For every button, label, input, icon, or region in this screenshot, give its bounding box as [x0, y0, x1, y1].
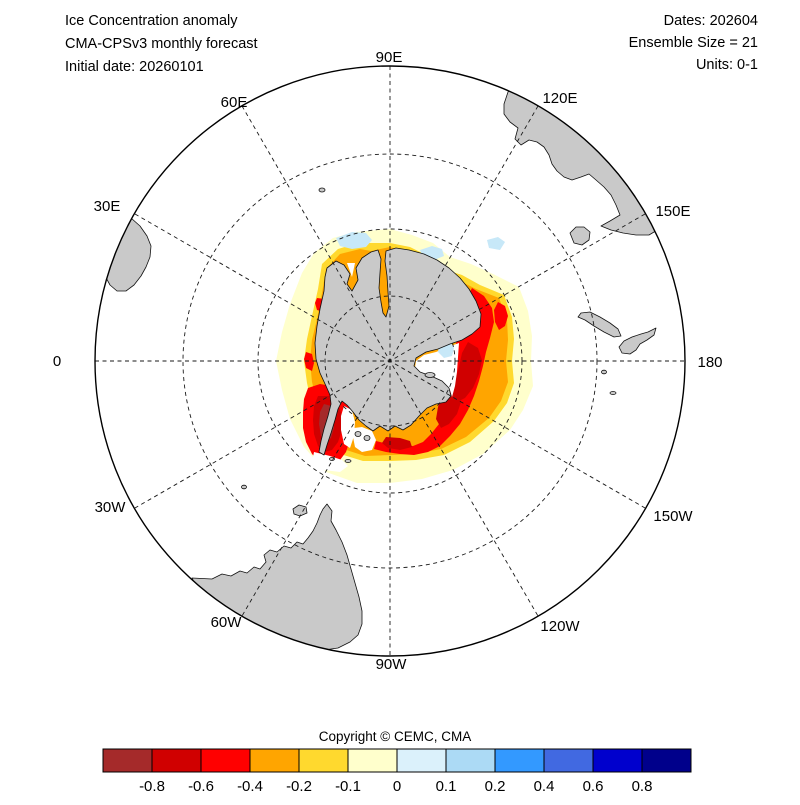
graticule — [95, 66, 685, 656]
lon-label-90e: 90E — [376, 49, 403, 66]
valid-dates-label: Dates: 202604 — [664, 13, 758, 29]
lon-label-30w: 30W — [95, 499, 127, 516]
plot-title: Ice Concentration anomaly — [65, 13, 238, 29]
colorbar-segment — [396, 748, 447, 773]
colorbar-tick: 0 — [393, 778, 401, 795]
colorbar-segment — [445, 748, 496, 773]
new-zealand-north-island — [618, 327, 657, 355]
lon-label-0: 0 — [53, 353, 61, 370]
colorbar-segment — [298, 748, 349, 773]
lon-label-120e: 120E — [542, 90, 577, 107]
colorbar-segment — [543, 748, 594, 773]
colorbar-segment — [151, 748, 202, 773]
map-area — [95, 66, 685, 656]
colorbar-segment — [102, 748, 153, 773]
colorbar-tick: -0.6 — [188, 778, 214, 795]
colorbar: -0.8 -0.6 -0.4 -0.2 -0.1 0 0.1 0.2 0.4 0… — [102, 748, 692, 795]
colorbar-tick: 0.4 — [534, 778, 555, 795]
model-subtitle: CMA-CPSv3 monthly forecast — [65, 36, 258, 52]
lon-label-60e: 60E — [221, 94, 248, 111]
colorbar-segment — [200, 748, 251, 773]
longitude-labels: 90E 120E 150E 180 150W 120W 90W 60W 30W … — [53, 49, 723, 673]
colorbar-segment — [641, 748, 692, 773]
lon-label-150e: 150E — [655, 203, 690, 220]
lon-label-150w: 150W — [653, 508, 693, 525]
colorbar-segment — [592, 748, 643, 773]
colorbar-tick-labels: -0.8 -0.6 -0.4 -0.2 -0.1 0 0.1 0.2 0.4 0… — [139, 778, 652, 795]
header-left: Ice Concentration anomaly CMA-CPSv3 mont… — [65, 13, 258, 75]
colorbar-segment — [249, 748, 300, 773]
lon-label-120w: 120W — [540, 618, 580, 635]
colorbar-tick: -0.1 — [335, 778, 361, 795]
colorbar-tick: 0.2 — [485, 778, 506, 795]
colorbar-tick: -0.8 — [139, 778, 165, 795]
colorbar-tick: 0.8 — [632, 778, 653, 795]
colorbar-tick: -0.4 — [237, 778, 263, 795]
falkland-islands — [292, 504, 308, 517]
header-right: Dates: 202604 Ensemble Size = 21 Units: … — [629, 13, 758, 73]
lon-label-30e: 30E — [94, 198, 121, 215]
colorbar-tick: 0.1 — [436, 778, 457, 795]
lon-label-180: 180 — [697, 354, 722, 371]
initial-date-label: Initial date: 20260101 — [65, 59, 204, 75]
colorbar-tick: 0.6 — [583, 778, 604, 795]
colorbar-segment — [347, 748, 398, 773]
lon-label-60w: 60W — [211, 614, 243, 631]
small-islands — [241, 187, 617, 490]
ensemble-size-label: Ensemble Size = 21 — [629, 35, 758, 51]
colorbar-segment — [494, 748, 545, 773]
lon-label-90w: 90W — [376, 656, 408, 673]
units-label: Units: 0-1 — [696, 57, 758, 73]
tasmania — [569, 226, 591, 246]
colorbar-tick: -0.2 — [286, 778, 312, 795]
copyright-text: Copyright © CEMC, CMA — [319, 729, 471, 744]
map-boundary-circle — [94, 65, 686, 657]
new-zealand-south-island — [577, 311, 622, 338]
